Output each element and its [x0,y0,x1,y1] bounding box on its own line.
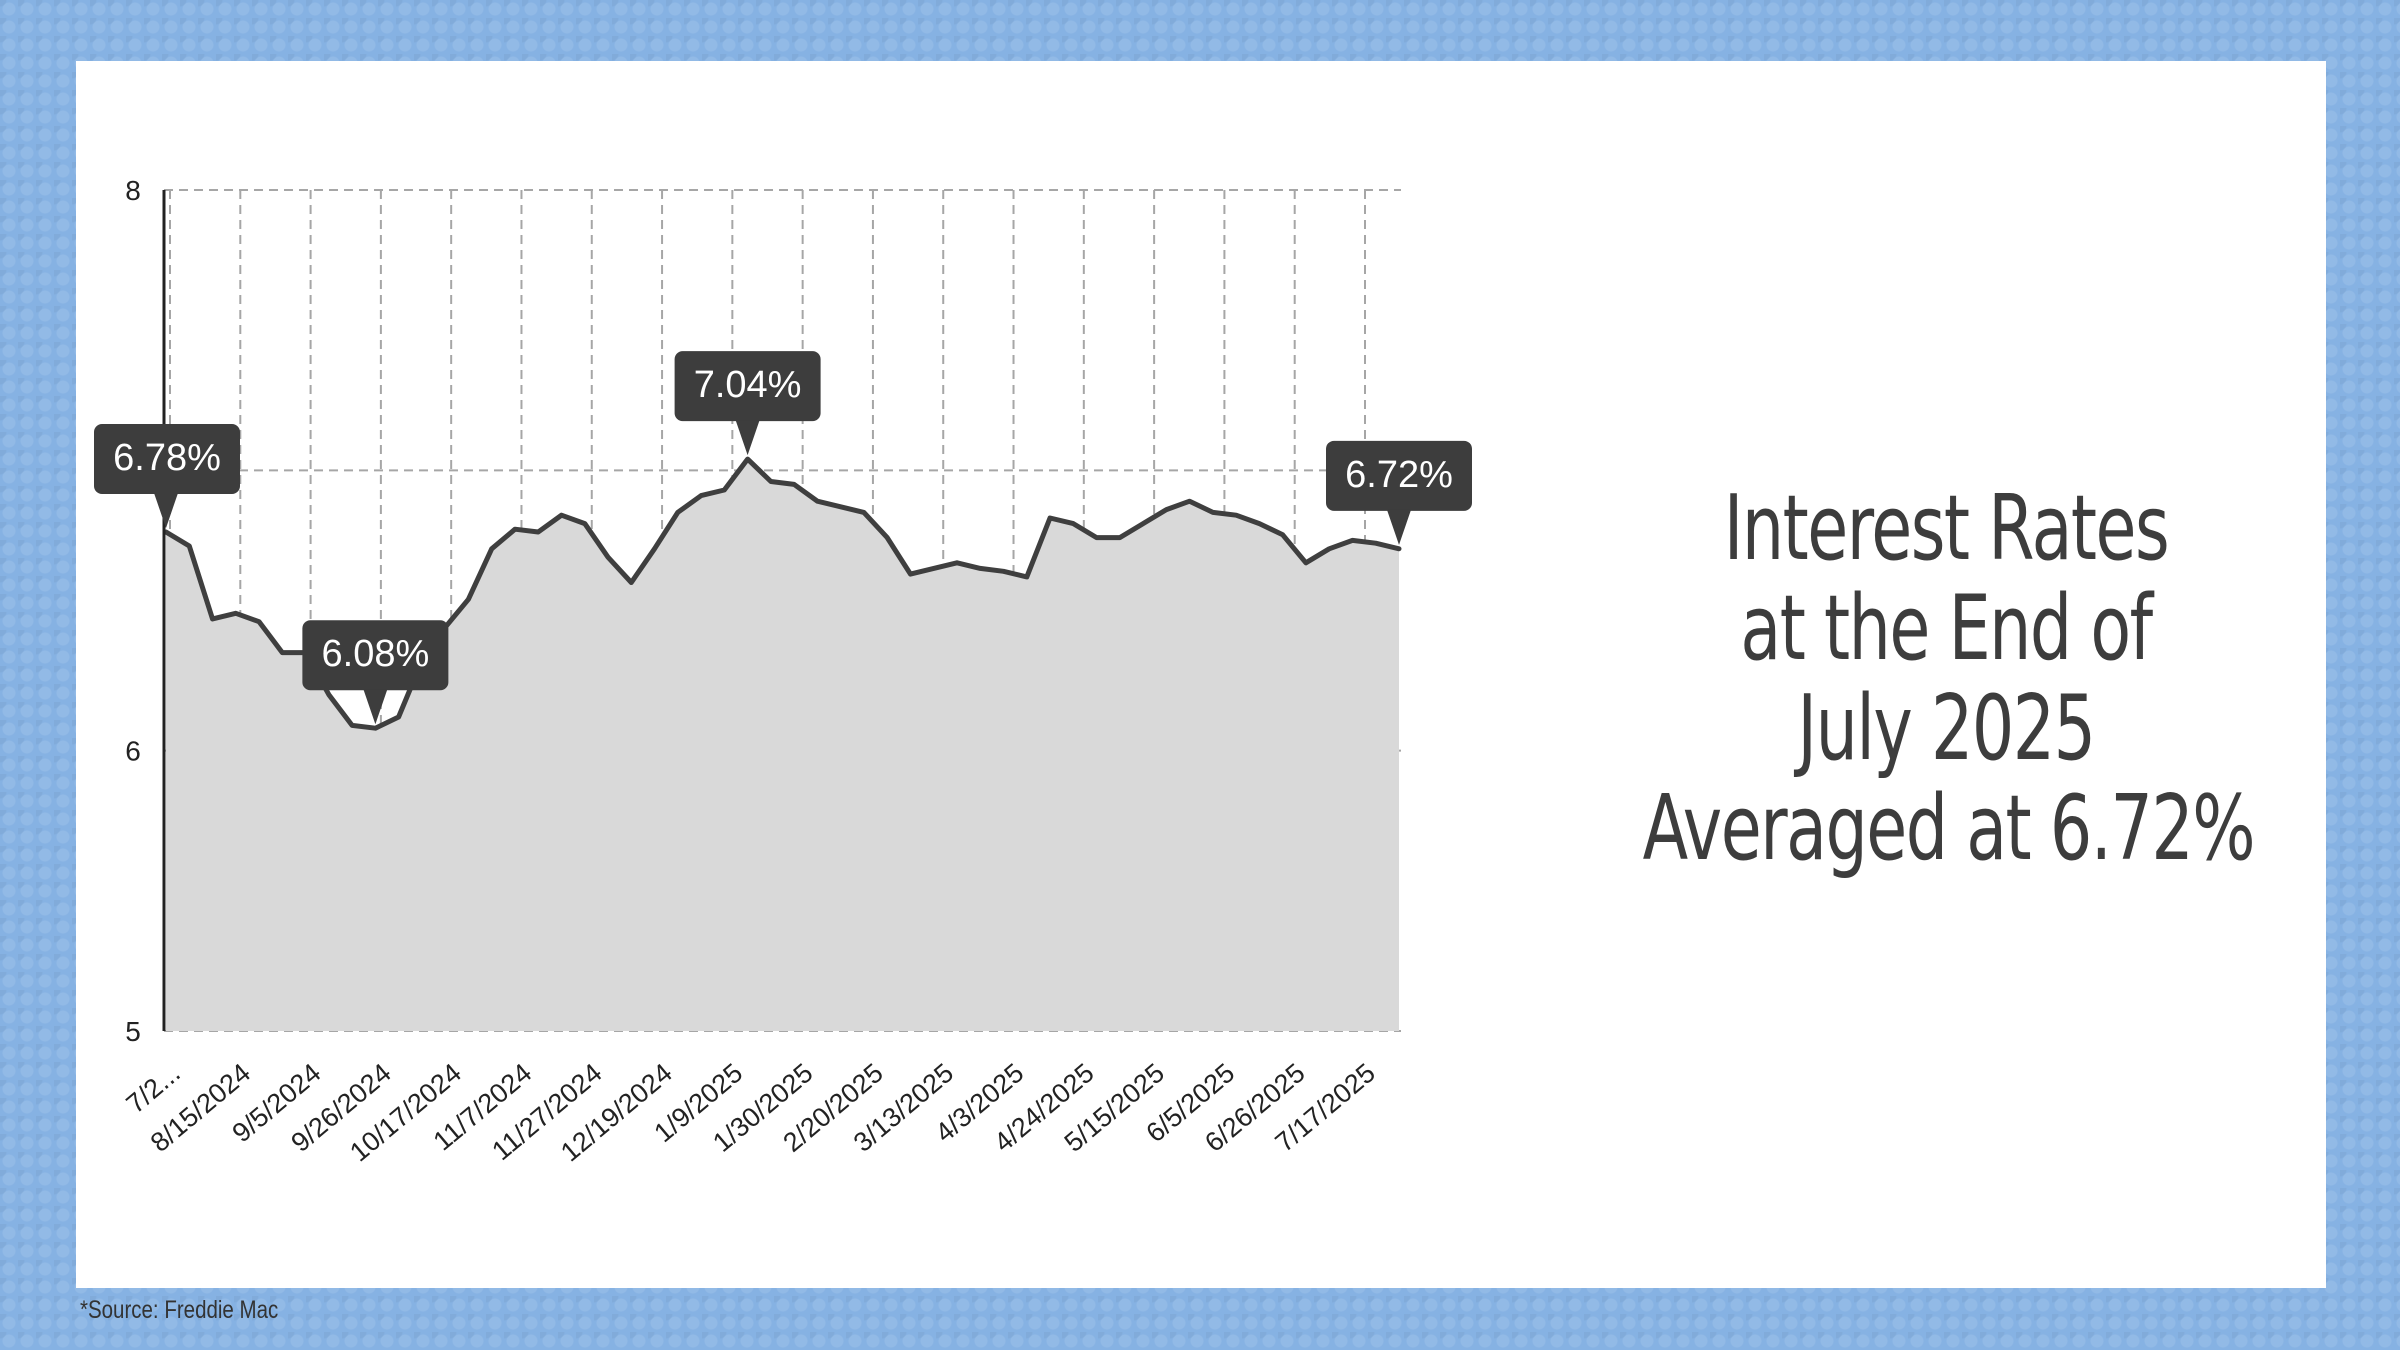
headline-line-2: at the End of [1740,576,2153,681]
y-tick-label: 6 [125,736,141,767]
callout-label: 7.04% [694,364,802,406]
chart-callouts: 6.78% 6.08% 7.04% 6.72% [94,351,1472,725]
slide-card: 5 6 8 7/2... 8/15/2024 9/5/2024 9/26/2024 10/17… [76,61,2326,1288]
callout-box [1326,440,1472,511]
y-tick-label: 5 [125,1016,141,1047]
callout: 6.08% [302,620,449,725]
y-tick-label: 8 [125,175,141,206]
chart-area [163,456,1402,1032]
callout-box [674,351,821,422]
callout-box [302,620,449,691]
callout-label: 6.08% [322,633,430,675]
callout-pointer [735,420,760,456]
callout-label: 6.78% [113,437,221,479]
series-line [163,456,1402,731]
callout: 6.72% [1326,440,1472,545]
callout-box [94,424,240,495]
callout-pointer [363,689,388,725]
callout: 6.78% [94,424,240,529]
callout-pointer [1387,509,1411,545]
rate-chart: 5687/2...8/15/20249/5/20249/26/202410/17… [94,175,1472,1167]
area-fill [166,459,1399,1032]
headline: Interest Rates at the End of July 2025 A… [1642,476,2256,881]
callout: 7.04% [674,351,821,456]
callout-pointer [154,493,178,529]
source-note: *Source: Freddie Mac [80,1296,279,1324]
headline-line-3: July 2025 [1797,676,2096,781]
headline-line-1: Interest Rates [1723,476,2170,581]
headline-line-4: Averaged at 6.72% [1642,776,2256,881]
callout-label: 6.72% [1345,454,1453,496]
